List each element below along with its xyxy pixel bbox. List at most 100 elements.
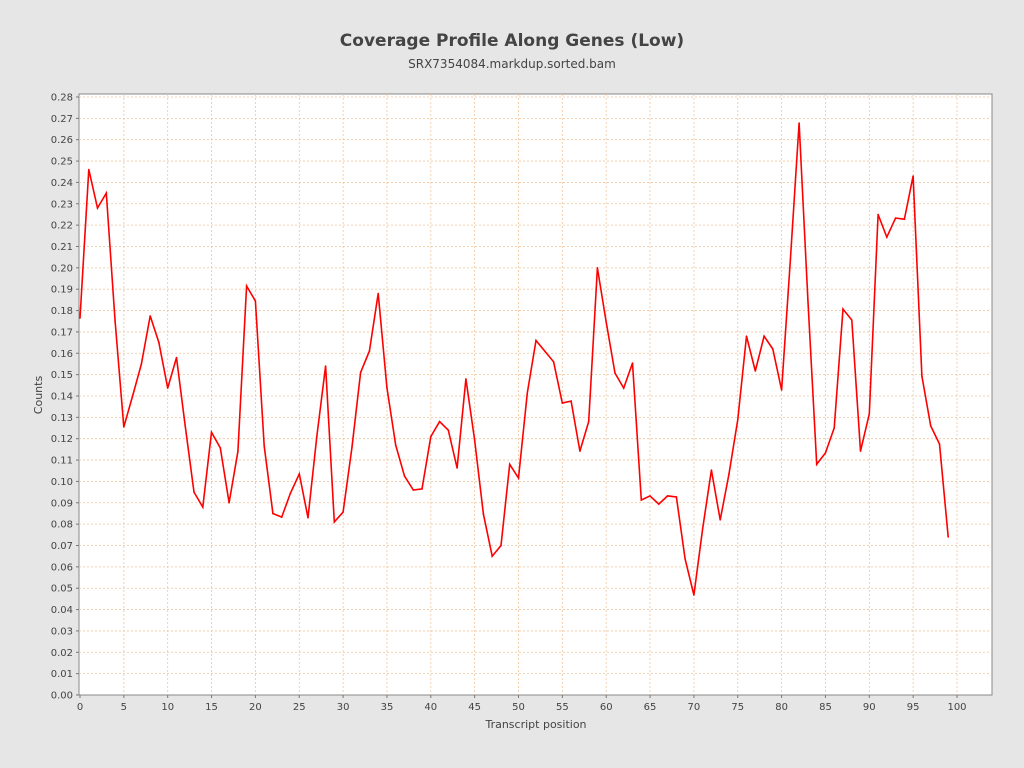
y-tick-label: 0.26 — [51, 135, 73, 146]
data-point — [693, 594, 695, 596]
x-tick-label: 55 — [556, 702, 569, 713]
data-point — [614, 372, 616, 374]
y-axis: 0.00 0.01 0.02 0.03 0.04 0.05 0.06 0.07 0.08 0.09… — [51, 92, 79, 702]
x-tick-label: 80 — [775, 702, 788, 713]
data-point — [175, 356, 178, 359]
plot-area — [78, 93, 993, 696]
data-point — [333, 521, 336, 523]
data-point — [456, 467, 458, 469]
data-point — [149, 315, 151, 317]
data-point — [666, 495, 669, 497]
data-point — [798, 122, 800, 124]
data-point — [438, 420, 441, 423]
data-point — [535, 339, 537, 342]
data-point — [123, 426, 125, 428]
data-point — [763, 335, 765, 337]
data-point — [833, 427, 836, 429]
y-tick-label: 0.24 — [51, 178, 73, 189]
y-tick-label: 0.14 — [51, 391, 73, 402]
data-point — [745, 335, 748, 337]
y-tick-label: 0.23 — [51, 199, 73, 210]
data-point — [412, 489, 415, 491]
x-tick-label: 95 — [907, 702, 920, 713]
data-point — [736, 418, 739, 421]
data-point — [868, 413, 871, 415]
data-point — [894, 217, 897, 219]
data-point — [921, 375, 923, 377]
data-point — [465, 378, 467, 380]
x-tick-label: 10 — [161, 702, 174, 713]
data-point — [351, 447, 353, 449]
data-point — [289, 492, 292, 494]
x-tick-label: 70 — [688, 702, 701, 713]
y-tick-label: 0.22 — [51, 221, 73, 232]
x-tick-label: 5 — [121, 702, 127, 713]
data-point — [324, 365, 327, 367]
y-tick-label: 0.01 — [51, 669, 73, 680]
data-point — [552, 361, 555, 363]
y-tick-label: 0.07 — [51, 541, 73, 552]
data-point — [508, 463, 511, 466]
data-point — [184, 425, 187, 427]
data-point — [859, 450, 862, 452]
data-point — [912, 175, 914, 177]
data-point — [728, 473, 730, 475]
y-tick-label: 0.19 — [51, 285, 73, 296]
y-tick-label: 0.18 — [51, 306, 73, 317]
series-line-coverage — [79, 122, 949, 596]
data-point — [430, 435, 432, 438]
data-point — [929, 425, 932, 427]
y-tick-label: 0.13 — [51, 413, 73, 424]
x-tick-label: 75 — [731, 702, 744, 713]
x-tick-label: 65 — [644, 702, 657, 713]
data-point — [386, 386, 388, 389]
x-axis-label: Transcript position — [484, 718, 586, 731]
data-point — [815, 463, 818, 466]
data-point — [517, 477, 520, 479]
data-points — [79, 122, 950, 596]
x-tick-label: 20 — [249, 702, 262, 713]
data-point — [544, 350, 546, 352]
data-point — [640, 499, 643, 501]
data-point — [228, 501, 230, 504]
y-tick-label: 0.27 — [51, 114, 73, 125]
x-tick-label: 25 — [293, 702, 306, 713]
data-point — [105, 192, 108, 194]
data-point — [587, 420, 590, 423]
x-tick-label: 100 — [947, 702, 966, 713]
x-tick-label: 85 — [819, 702, 832, 713]
data-point — [903, 218, 906, 220]
data-point — [96, 207, 99, 209]
data-point — [684, 558, 686, 560]
y-tick-label: 0.20 — [51, 263, 73, 274]
x-tick-label: 90 — [863, 702, 876, 713]
data-point — [368, 350, 371, 352]
y-tick-label: 0.10 — [51, 477, 73, 488]
x-axis: 0 5 10 15 20 25 30 35 40 45 50 55 60 65 70 75 80 85 90 95 10… — [77, 695, 967, 713]
data-point — [807, 299, 809, 301]
y-tick-label: 0.12 — [51, 434, 73, 445]
data-point — [166, 387, 169, 389]
data-point — [649, 495, 651, 497]
data-point — [570, 400, 572, 402]
data-point — [886, 236, 888, 238]
data-point — [219, 447, 222, 449]
data-point — [315, 435, 318, 438]
data-point — [237, 450, 239, 453]
data-point — [789, 258, 792, 261]
y-tick-label: 0.00 — [51, 691, 73, 702]
x-tick-label: 30 — [337, 702, 350, 713]
data-point — [280, 516, 283, 518]
data-point — [201, 506, 204, 508]
x-tick-label: 40 — [424, 702, 437, 713]
data-point — [482, 513, 485, 515]
data-point — [421, 488, 423, 490]
y-tick-label: 0.25 — [51, 157, 73, 168]
data-point — [307, 516, 309, 519]
y-tick-label: 0.02 — [51, 648, 73, 659]
data-point — [377, 292, 379, 295]
data-point — [596, 267, 599, 269]
data-point — [850, 319, 853, 321]
x-tick-label: 50 — [512, 702, 525, 713]
